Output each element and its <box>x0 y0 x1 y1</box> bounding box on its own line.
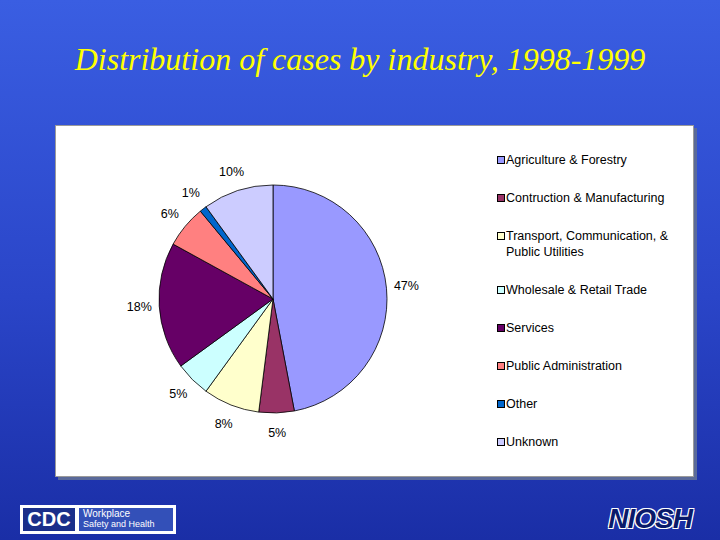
legend-label: Other <box>506 397 537 411</box>
title: Distribution of cases by industry, 1998-… <box>50 40 670 78</box>
legend-label: Unknown <box>506 435 558 449</box>
legend-swatch <box>497 194 505 202</box>
data-label: 8% <box>215 417 233 431</box>
data-label: 5% <box>268 426 286 440</box>
cdc-workplace: WorkplaceSafety and Health <box>79 508 173 531</box>
legend-label: Transport, Communication, & Public Utili… <box>506 229 668 259</box>
legend-item: Contruction & Manufacturing <box>506 190 688 206</box>
pie-slice <box>206 185 273 299</box>
data-labels: 47% 5% 8% 5% 18% 6%1% 10% <box>127 165 419 440</box>
legend-swatch <box>497 286 505 294</box>
legend-swatch <box>497 362 505 370</box>
pie-chart: 47% 5% 8% 5% 18% 6%1% 10% <box>56 126 693 476</box>
cdc-workplace-text: Workplace <box>83 508 173 519</box>
legend-swatch <box>497 324 505 332</box>
cdc-safety-text: Safety and Health <box>83 519 173 530</box>
cdc-logo: CDC WorkplaceSafety and Health <box>20 505 176 534</box>
legend-swatch <box>497 156 505 164</box>
legend-item: Other <box>506 396 688 412</box>
data-label: 6% <box>161 207 179 221</box>
legend-item: Transport, Communication, & Public Utili… <box>506 228 688 260</box>
legend-swatch <box>497 232 505 240</box>
legend-label: Contruction & Manufacturing <box>506 191 664 205</box>
legend-item: Services <box>506 320 688 336</box>
legend-label: Wholesale & Retail Trade <box>506 283 647 297</box>
pie-slice <box>273 185 387 411</box>
slices <box>159 185 387 413</box>
data-label: 47% <box>394 279 419 293</box>
legend-swatch <box>497 438 505 446</box>
legend-item: Unknown <box>506 434 688 450</box>
legend-label: Public Administration <box>506 359 622 373</box>
data-label: 5% <box>169 387 187 401</box>
legend-label: Services <box>506 321 554 335</box>
cdc-text: CDC <box>23 508 75 531</box>
legend-item: Wholesale & Retail Trade <box>506 282 688 298</box>
legend-label: Agriculture & Forestry <box>506 153 627 167</box>
legend-item: Public Administration <box>506 358 688 374</box>
legend-item: Agriculture & Forestry <box>506 152 688 168</box>
legend-swatch <box>497 400 505 408</box>
niosh-logo: NIOSH <box>608 503 692 535</box>
data-label: 1% <box>182 186 200 200</box>
data-label: 10% <box>219 165 244 179</box>
chart-panel: 47% 5% 8% 5% 18% 6%1% 10% Agriculture & Forestr… <box>55 125 694 477</box>
data-label: 18% <box>127 300 152 314</box>
